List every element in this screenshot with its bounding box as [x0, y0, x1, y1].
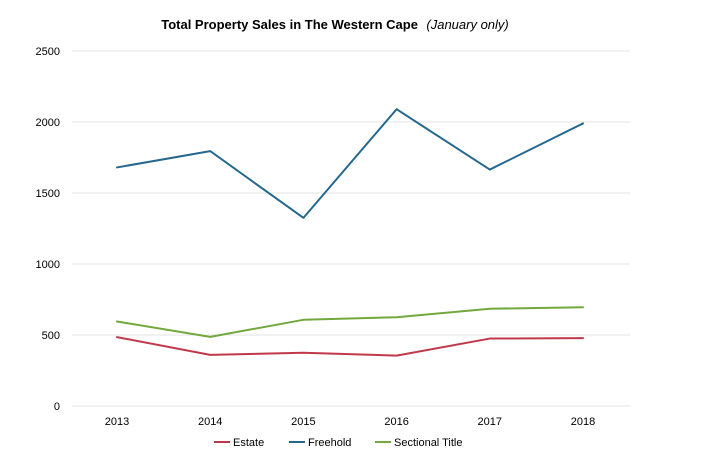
y-tick-label: 1000: [36, 259, 60, 271]
x-tick-label: 2018: [571, 416, 595, 428]
legend: Estate Freehold Sectional Title: [214, 437, 462, 449]
legend-label: Sectional Title: [394, 437, 462, 449]
legend-label: Freehold: [308, 437, 351, 449]
y-tick-label: 0: [54, 401, 60, 413]
series-lines: [116, 108, 584, 357]
x-axis-ticks: 2013 2014 2015 2016 2017 2018: [105, 416, 595, 428]
x-tick-label: 2013: [105, 416, 129, 428]
y-tick-label: 1500: [36, 188, 60, 200]
y-tick-label: 2000: [36, 117, 60, 129]
series-line-sectional-title: [116, 306, 584, 338]
y-axis-ticks: 0 500 1000 1500 2000 2500: [36, 46, 60, 413]
chart-title: Total Property Sales in The Western Cape…: [161, 16, 509, 33]
y-tick-label: 2500: [36, 46, 60, 58]
x-tick-label: 2015: [291, 416, 315, 428]
x-tick-label: 2017: [478, 416, 502, 428]
series-line-estate: [116, 336, 584, 357]
gridlines: [72, 50, 630, 407]
x-tick-label: 2014: [198, 416, 222, 428]
legend-label: Estate: [233, 437, 264, 449]
x-tick-label: 2016: [384, 416, 408, 428]
y-tick-label: 500: [42, 330, 60, 342]
series-line-freehold: [116, 108, 584, 219]
